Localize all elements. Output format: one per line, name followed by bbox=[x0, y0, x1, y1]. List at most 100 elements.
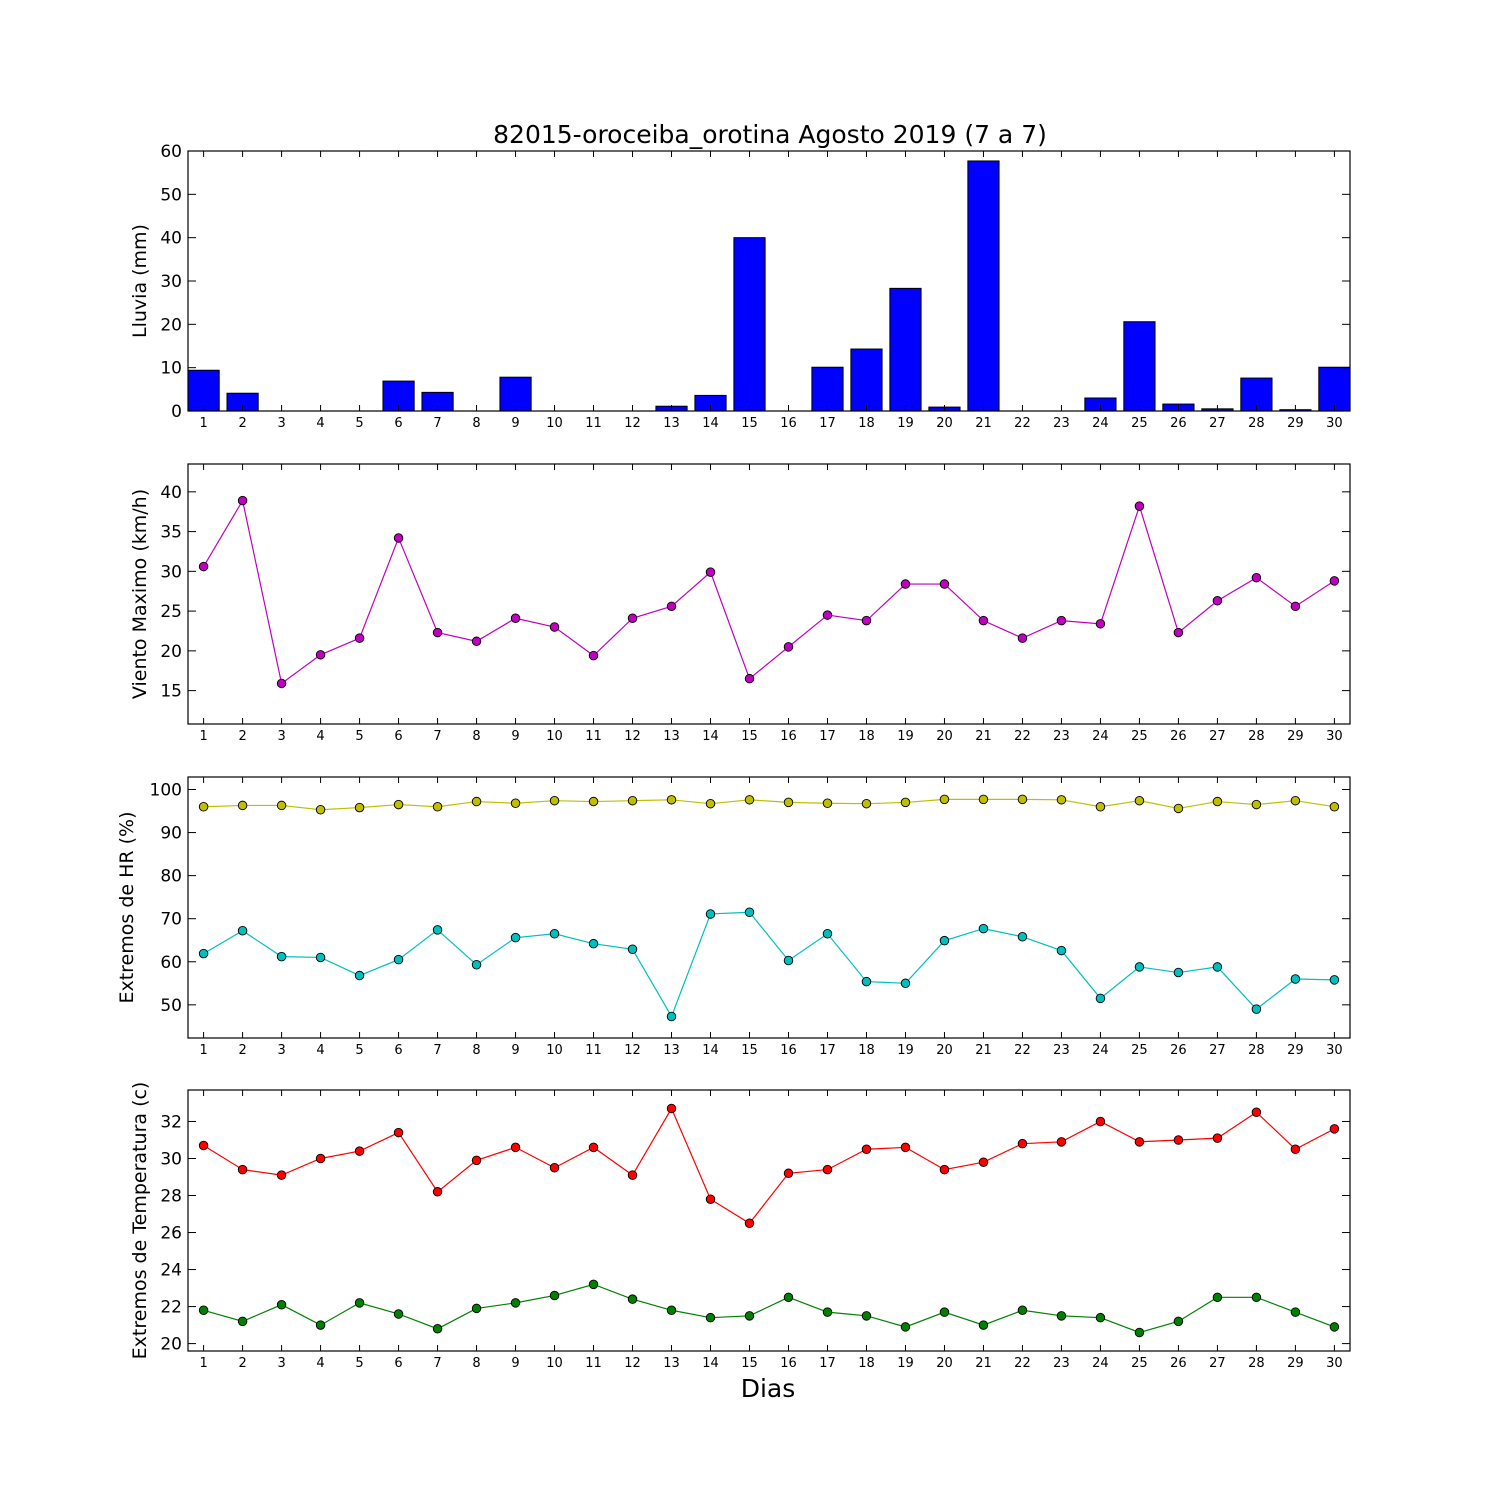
wind-x-tick-label: 28 bbox=[1248, 729, 1265, 744]
temperature-y-tick-label: 22 bbox=[160, 1298, 182, 1318]
humidity-series-2-point bbox=[1134, 962, 1145, 972]
humidity-x-tick-label: 18 bbox=[858, 1043, 875, 1058]
humidity-series-1-point bbox=[1056, 795, 1067, 805]
rain-bar bbox=[733, 237, 766, 412]
temperature-series-1-point bbox=[705, 1194, 716, 1204]
rain-x-tick-label: 4 bbox=[316, 416, 324, 431]
rain-y-tick-label: 30 bbox=[160, 272, 182, 292]
humidity-series-2-point bbox=[588, 938, 599, 949]
wind-series-1-point bbox=[666, 601, 677, 612]
temperature-series-2-point bbox=[588, 1279, 599, 1290]
humidity-x-tick-label: 27 bbox=[1209, 1043, 1226, 1058]
humidity-x-tick-label: 5 bbox=[355, 1043, 363, 1058]
temperature-series-2-point bbox=[822, 1307, 833, 1317]
wind-series-1-point bbox=[1173, 627, 1184, 638]
humidity-series-2-point bbox=[549, 929, 560, 939]
temperature-x-tick-label: 18 bbox=[858, 1356, 875, 1371]
temperature-series-2-point bbox=[783, 1292, 794, 1303]
humidity-series-2-point bbox=[783, 955, 794, 966]
temperature-series-1-point bbox=[627, 1170, 638, 1180]
temperature-series-2-point bbox=[1212, 1292, 1223, 1303]
humidity-x-tick-label: 17 bbox=[819, 1043, 836, 1058]
rain-x-tick-label: 23 bbox=[1053, 416, 1070, 431]
humidity-series-1-point bbox=[237, 800, 248, 811]
rain-x-tick-label: 13 bbox=[663, 416, 680, 431]
temperature-x-tick-label: 14 bbox=[702, 1356, 719, 1371]
humidity-x-tick-label: 22 bbox=[1014, 1043, 1031, 1058]
wind-x-tick-label: 18 bbox=[858, 729, 875, 744]
temperature-series-1-point bbox=[198, 1140, 209, 1151]
temperature-series-2-point bbox=[432, 1324, 443, 1334]
temperature-series-2-point bbox=[276, 1299, 287, 1310]
humidity-series-1-point bbox=[510, 798, 521, 809]
temperature-series-1-point bbox=[1095, 1116, 1106, 1127]
humidity-series-2-point bbox=[198, 948, 209, 959]
temperature-series-2-point bbox=[1134, 1327, 1145, 1338]
humidity-x-tick-label: 28 bbox=[1248, 1043, 1265, 1058]
rain-x-tick-label: 9 bbox=[511, 416, 519, 431]
rain-x-tick-label: 16 bbox=[780, 416, 797, 431]
temperature-series-2-point bbox=[393, 1309, 404, 1319]
rain-bar bbox=[889, 287, 922, 412]
rain-x-tick-label: 6 bbox=[394, 416, 402, 431]
wind-x-tick-label: 29 bbox=[1287, 729, 1304, 744]
wind-x-tick-label: 10 bbox=[546, 729, 563, 744]
wind-series-1-point bbox=[510, 613, 521, 624]
humidity-series-1-line bbox=[203, 798, 1335, 811]
temperature-series-2-point bbox=[198, 1305, 209, 1316]
temperature-series-2-point bbox=[705, 1312, 716, 1323]
temperature-x-tick-label: 10 bbox=[546, 1356, 563, 1371]
rain-x-tick-label: 27 bbox=[1209, 416, 1226, 431]
temperature-series-1-point bbox=[432, 1187, 443, 1197]
temperature-series-2-point bbox=[1056, 1311, 1067, 1321]
humidity-series-2-point bbox=[666, 1011, 677, 1022]
wind-series-1-point bbox=[861, 615, 872, 626]
wind-x-tick-label: 6 bbox=[394, 729, 402, 744]
humidity-y-tick-label: 60 bbox=[160, 953, 182, 973]
humidity-series-1-point bbox=[549, 795, 560, 806]
temperature-x-tick-label: 28 bbox=[1248, 1356, 1265, 1371]
humidity-x-tick-label: 7 bbox=[433, 1043, 441, 1058]
humidity-series-2-point bbox=[276, 951, 287, 962]
humidity-y-tick-label: 90 bbox=[160, 824, 182, 844]
humidity-series-1-point bbox=[1290, 795, 1301, 806]
wind-series-1-point bbox=[822, 610, 833, 620]
temperature-y-tick-label: 28 bbox=[160, 1187, 182, 1207]
wind-series-1-point bbox=[432, 627, 443, 638]
wind-series-1-point bbox=[1134, 501, 1145, 511]
humidity-series-1-point bbox=[471, 796, 482, 807]
rain-x-tick-label: 24 bbox=[1092, 416, 1109, 431]
rain-y-tick-label: 20 bbox=[160, 315, 182, 335]
temperature-series-2-point bbox=[666, 1305, 677, 1316]
temperature-y-tick-label: 24 bbox=[160, 1261, 182, 1281]
rain-x-tick-label: 7 bbox=[433, 416, 441, 431]
wind-series-1-point bbox=[978, 615, 989, 626]
temperature-series-2-point bbox=[744, 1311, 755, 1321]
wind-y-axis-label: Viento Maximo (km/h) bbox=[129, 489, 151, 699]
temperature-x-tick-label: 12 bbox=[624, 1356, 641, 1371]
temperature-series-1-point bbox=[1134, 1137, 1145, 1147]
temperature-series-1-point bbox=[276, 1170, 287, 1180]
humidity-series-1-point bbox=[783, 797, 794, 808]
humidity-series-1-point bbox=[1212, 796, 1223, 807]
wind-y-tick-label: 30 bbox=[160, 562, 182, 582]
temperature-series-1-point bbox=[1017, 1138, 1028, 1149]
rain-axes-frame bbox=[187, 150, 1351, 412]
temperature-series-1-point bbox=[1212, 1133, 1223, 1143]
wind-series-1-point bbox=[354, 633, 365, 643]
temperature-series-1-point bbox=[822, 1164, 833, 1175]
temperature-y-tick-label: 30 bbox=[160, 1149, 182, 1169]
rain-y-tick-label: 50 bbox=[160, 185, 182, 205]
temperature-y-tick-label: 26 bbox=[160, 1224, 182, 1244]
wind-series-1-point bbox=[549, 622, 560, 632]
rain-bar bbox=[850, 348, 883, 412]
rain-bar bbox=[1318, 366, 1351, 412]
rain-x-tick-label: 8 bbox=[472, 416, 480, 431]
humidity-series-1-point bbox=[666, 795, 677, 805]
humidity-series-2-line bbox=[203, 911, 1335, 1018]
wind-x-tick-label: 1 bbox=[199, 729, 207, 744]
temperature-series-2-point bbox=[1329, 1322, 1340, 1332]
